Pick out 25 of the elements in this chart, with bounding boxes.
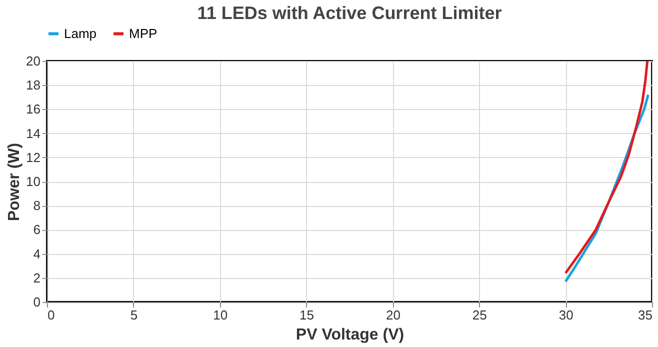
x-tick-label: 35 (638, 308, 652, 322)
y-tick-label: 12 (26, 150, 40, 165)
y-tick-label: 4 (33, 246, 40, 262)
x-axis-title: PV Voltage (V) (296, 326, 404, 344)
y-tick-label: 16 (26, 102, 40, 117)
x-tick-label: 15 (300, 308, 314, 322)
x-tick-label: 0 (48, 308, 55, 322)
y-tick-label: 10 (26, 174, 40, 189)
x-tick-label: 10 (213, 308, 228, 322)
x-tick-label: 5 (130, 308, 138, 322)
y-tick-label: 2 (33, 270, 40, 286)
legend-label: Lamp (64, 26, 97, 41)
chart-title: 11 LEDs with Active Current Limiter (197, 3, 502, 23)
y-tick-label: 8 (33, 198, 40, 214)
x-tick-label: 20 (386, 308, 400, 322)
y-tick-label: 14 (26, 126, 40, 141)
y-tick-label: 20 (26, 54, 40, 68)
x-tick-label: 25 (472, 308, 487, 322)
legend-label: MPP (129, 26, 158, 41)
x-tick-label: 30 (558, 308, 574, 322)
y-axis-title: Power (W) (6, 142, 24, 222)
y-tick-label: 0 (33, 294, 40, 310)
y-tick-label: 6 (33, 222, 40, 238)
line-series (564, 60, 649, 274)
y-tick-label: 18 (26, 78, 40, 93)
